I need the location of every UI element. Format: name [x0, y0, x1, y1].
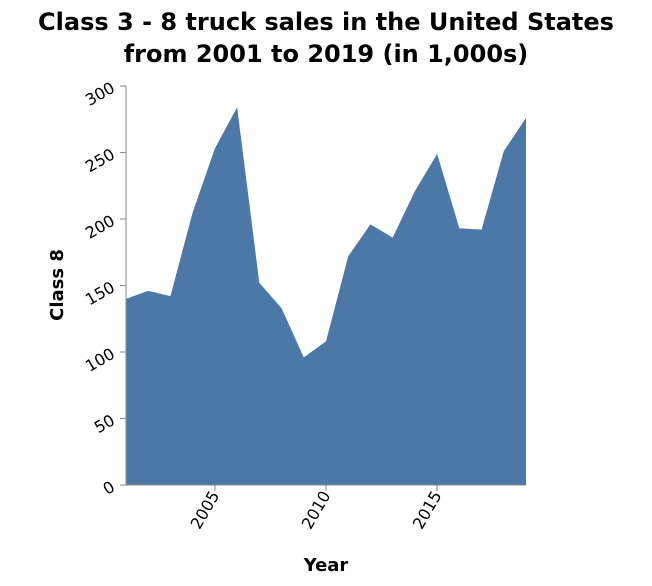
- y-tick-label: 300: [82, 78, 118, 110]
- area-series: [126, 107, 526, 485]
- y-tick-label: 0: [100, 477, 118, 499]
- x-tick-label: 2010: [298, 488, 335, 533]
- y-tick-label: 50: [91, 411, 118, 438]
- y-tick-label: 250: [82, 145, 118, 177]
- x-axis-label: Year: [303, 555, 349, 576]
- y-tick-label: 100: [82, 344, 118, 376]
- y-tick-label: 150: [82, 278, 118, 310]
- plot-area: 0 50 100 150 200 250 300 2005 2010 2015: [82, 78, 526, 532]
- x-tick-label: 2005: [187, 488, 224, 533]
- chart-title-line-2: from 2001 to 2019 (in 1,000s): [124, 40, 529, 68]
- y-axis-label: Class 8: [47, 249, 68, 321]
- x-tick-label: 2015: [409, 488, 446, 533]
- y-tick-label: 200: [82, 211, 118, 243]
- chart-title-line-1: Class 3 - 8 truck sales in the United St…: [38, 8, 614, 36]
